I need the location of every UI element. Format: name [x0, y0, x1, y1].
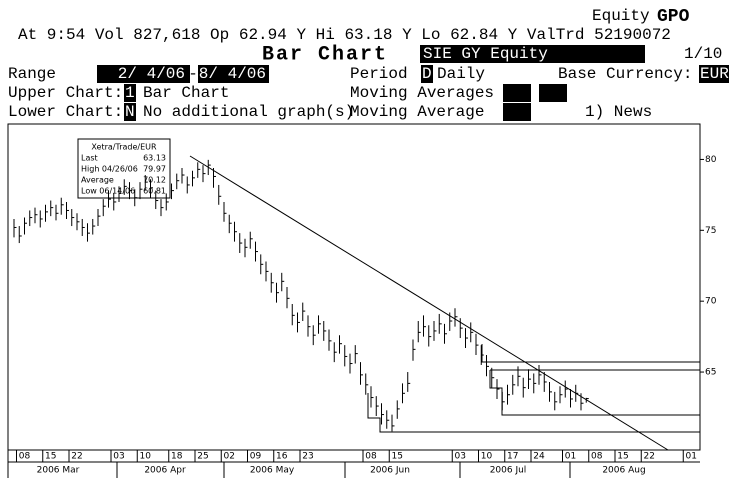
month-label: 2006 Jul	[490, 466, 527, 476]
product: Equity	[592, 7, 650, 25]
x-tick-label: 03	[113, 452, 124, 462]
info-label: Last	[81, 154, 98, 163]
currency-label: Base Currency:	[558, 65, 692, 83]
x-tick-label: 18	[171, 452, 183, 462]
x-tick-label: 23	[302, 452, 313, 462]
trend-line	[189, 155, 669, 451]
range-start[interactable]: 2/ 4/06	[118, 65, 185, 83]
x-tick-label: 24	[533, 452, 545, 462]
x-tick-label: 22	[644, 452, 655, 462]
ma-label: Moving Averages	[350, 84, 494, 102]
info-value: 63.13	[143, 154, 166, 163]
x-tick-label: 08	[591, 452, 603, 462]
currency-box[interactable]	[699, 65, 729, 83]
x-tick-label: 09	[250, 452, 262, 462]
x-tick-label: 15	[45, 452, 56, 462]
range-end-box[interactable]	[198, 65, 269, 83]
lower-label: Lower Chart:	[8, 103, 123, 121]
ma-box[interactable]	[503, 84, 531, 102]
y-tick-label: 75	[705, 226, 716, 236]
lower-code-box[interactable]	[124, 103, 136, 121]
info-value: 70.12	[143, 176, 166, 185]
period-code[interactable]: D	[422, 65, 432, 83]
x-tick-label: 22	[71, 452, 82, 462]
ma-box[interactable]	[539, 84, 567, 102]
lower: No additional graph(s)	[143, 103, 354, 121]
chart-frame	[7, 123, 701, 451]
x-tick-label: 16	[276, 452, 288, 462]
info-value: 60.81	[143, 187, 166, 196]
function: GPO	[657, 7, 690, 27]
y-tick-label: 70	[705, 297, 717, 307]
x-tick-label: 01	[686, 452, 697, 462]
x-tick-label: 15	[392, 452, 403, 462]
x-tick-label: 03	[455, 452, 466, 462]
x-tick-label: 17	[507, 452, 518, 462]
news-link[interactable]: 1) News	[585, 103, 652, 121]
quote-line: At 9:54 Vol 827,618 Op 62.94 Y Hi 63.18 …	[18, 26, 671, 44]
lower-code[interactable]: N	[125, 103, 135, 121]
x-tick-label: 25	[197, 452, 208, 462]
month-label: 2006 May	[250, 466, 295, 476]
x-tick-label: 02	[224, 452, 235, 462]
ma2-box[interactable]	[503, 103, 531, 121]
range-end[interactable]: 8/ 4/06	[199, 65, 266, 83]
x-tick-label: 10	[481, 452, 493, 462]
info-value: 79.97	[143, 165, 166, 174]
level-lines	[367, 344, 700, 433]
range-label: Range	[8, 65, 56, 83]
info-title: Xetra/Trade/EUR	[91, 143, 157, 152]
month-label: 2006 Apr	[144, 466, 186, 476]
period-label: Period	[350, 65, 408, 83]
upper: Bar Chart	[143, 84, 229, 102]
info-label: Average	[81, 176, 114, 185]
upper-code[interactable]: 1	[125, 84, 135, 102]
ma2-label: Moving Average	[350, 103, 484, 121]
y-tick-label: 65	[705, 368, 716, 378]
month-label: 2006 Mar	[37, 466, 80, 476]
x-tick-label: 08	[19, 452, 31, 462]
x-tick-label: 15	[617, 452, 628, 462]
month-label: 2006 Jun	[370, 466, 410, 476]
x-tick-label: 10	[140, 452, 152, 462]
month-label: 2006 Aug	[602, 466, 645, 476]
security[interactable]: SIE GY Equity	[423, 45, 548, 63]
period: Daily	[437, 65, 485, 83]
x-tick-label: 01	[565, 452, 576, 462]
range-sep: -	[188, 65, 198, 83]
upper-label: Upper Chart:	[8, 84, 123, 102]
chart-function-title: Bar Chart	[262, 43, 388, 66]
upper-code-box[interactable]	[124, 84, 136, 102]
y-tick-label: 80	[705, 155, 717, 165]
security-box[interactable]	[420, 45, 645, 63]
currency[interactable]: EUR	[700, 65, 729, 83]
period-code-box[interactable]	[421, 65, 433, 83]
info-label: High 04/26/06	[81, 165, 138, 174]
page-number: 1/10	[684, 45, 722, 63]
range-start-box[interactable]	[97, 65, 190, 83]
x-tick-label: 08	[365, 452, 377, 462]
